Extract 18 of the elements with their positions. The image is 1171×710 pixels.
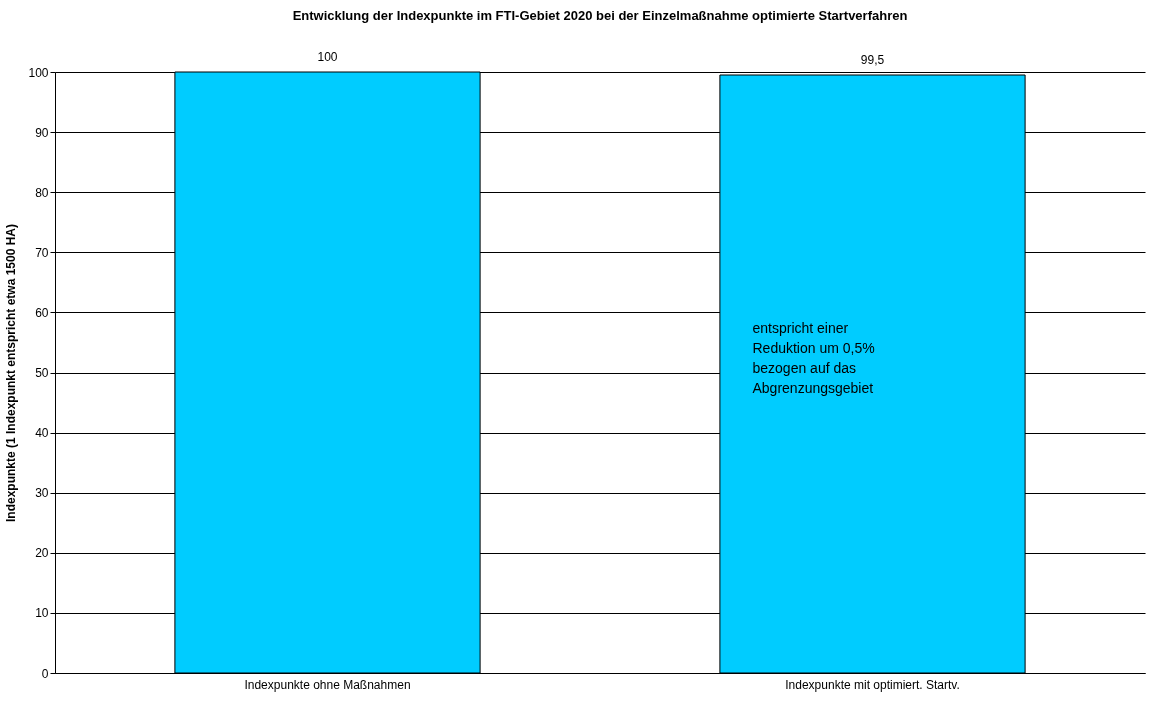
annotation: entspricht einer Reduktion um 0,5% bezogen auf das Abgrenzungsgebiet (752, 320, 875, 396)
chart-title: Entwicklung der Indexpunkte im FTI-Gebiet 2020 bei der Einzelmaßnahme optimierte Startverfahren (292, 8, 908, 23)
y-tick-label: 60 (35, 305, 49, 320)
y-tick-label: 50 (35, 366, 49, 380)
y-tick-label: 90 (35, 125, 49, 140)
y-tick-label: 40 (35, 426, 49, 441)
y-tick-label: 10 (35, 606, 49, 621)
x-tick-label: Indexpunkte mit optimiert. Startv. (785, 677, 960, 692)
y-axis-title: Indexpunkte (1 Indexpunkt entspricht etwa 1500 HA) (4, 223, 19, 523)
x-tick-label: Indexpunkte ohne Maßnahmen (244, 677, 411, 692)
y-tick-label: 0 (41, 666, 49, 681)
y-tick-label: 70 (35, 245, 49, 260)
data-label: 100 (317, 50, 338, 64)
data-label: 99,5 (860, 53, 885, 67)
y-tick-label: 30 (35, 486, 49, 501)
y-tick-label: 100 (28, 65, 49, 80)
y-tick-label: 80 (35, 185, 49, 200)
y-tick-label: 20 (35, 546, 49, 561)
